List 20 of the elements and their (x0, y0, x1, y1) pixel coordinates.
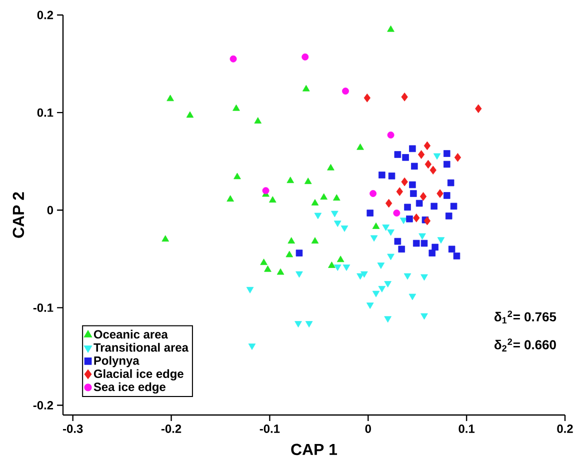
legend-label: Sea ice edge (94, 382, 166, 394)
legend-label: Glacial ice edge (94, 369, 184, 380)
legend-label: Transitional area (94, 342, 189, 352)
x-tick-label: -0.3 (63, 424, 83, 433)
annotation: δ$_{2}$$^{2}$= 0.660 (494, 338, 556, 352)
legend-label: Polynya (94, 356, 140, 368)
x-tick-label: -0.2 (161, 424, 182, 433)
annotation: δ$_{1}$$^{2}$= 0.765 (494, 310, 556, 324)
y-tick-label: -0.1 (33, 303, 54, 312)
x-tick-label: 0 (365, 424, 371, 433)
x-tick-label: 0.2 (557, 424, 573, 433)
y-tick-label: 0.2 (37, 10, 54, 20)
y-tick-label: 0.1 (37, 108, 54, 117)
x-tick-label: 0.1 (458, 424, 475, 433)
y-axis-title: CAP 2 (12, 192, 24, 238)
x-axis-title: CAP 1 (291, 444, 338, 456)
y-tick-label: -0.2 (33, 401, 54, 410)
y-tick-label: 0 (47, 206, 54, 214)
legend-label: Oceanic area (94, 330, 168, 339)
x-tick-label: -0.1 (260, 424, 280, 433)
